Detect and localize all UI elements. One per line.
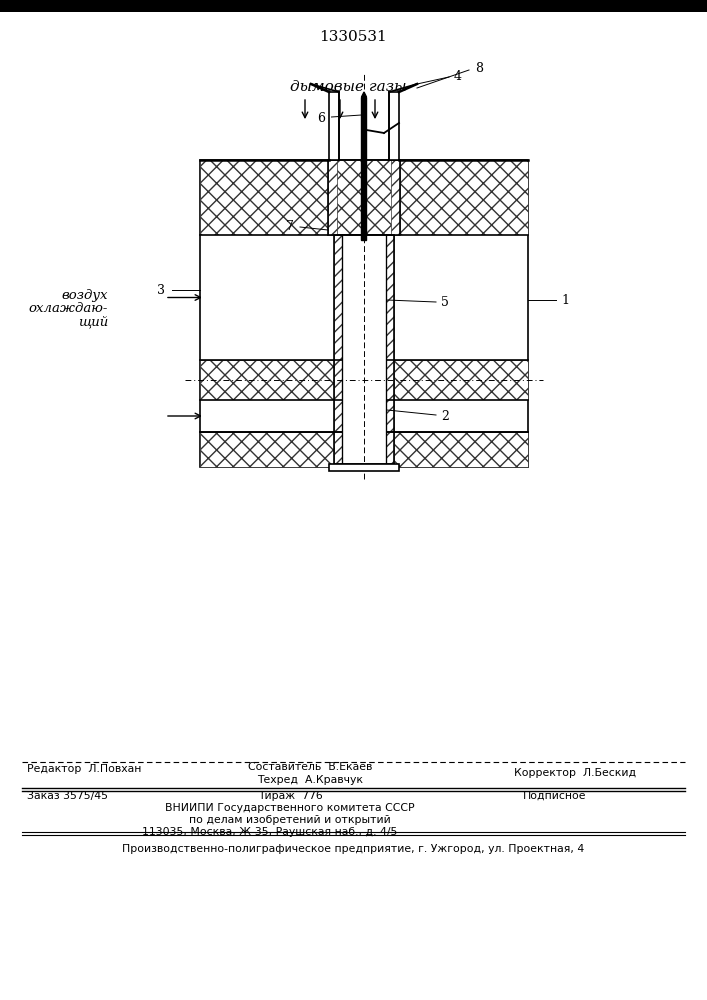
Bar	[329, 92, 339, 160]
Bar	[0, 0, 707, 12]
Text: 6: 6	[317, 111, 325, 124]
Text: дымовые газы: дымовые газы	[290, 80, 407, 94]
Text: 8: 8	[475, 62, 483, 76]
Bar	[200, 432, 528, 467]
Bar	[200, 160, 528, 235]
Bar	[334, 235, 342, 464]
Text: 4: 4	[454, 70, 462, 84]
Text: 3: 3	[157, 284, 165, 296]
Text: Корректор  Л.Бескид: Корректор Л.Бескид	[514, 768, 636, 778]
Polygon shape	[361, 92, 366, 97]
Bar	[328, 160, 400, 235]
Text: воздух: воздух	[62, 290, 108, 302]
Text: Техред  А.Кравчук: Техред А.Кравчук	[257, 775, 363, 785]
Text: 5: 5	[441, 296, 449, 310]
Bar	[342, 235, 386, 464]
Bar	[201, 235, 527, 360]
Text: щий: щий	[78, 316, 108, 328]
Text: Подписное: Подписное	[523, 791, 587, 801]
Bar	[391, 160, 400, 235]
Text: Тираж  776: Тираж 776	[257, 791, 322, 801]
Bar	[361, 97, 366, 240]
Text: 7: 7	[286, 221, 294, 233]
Text: 1: 1	[561, 294, 569, 306]
Bar	[334, 235, 394, 464]
Bar	[389, 92, 399, 160]
Bar	[200, 360, 528, 400]
Bar	[386, 235, 394, 464]
Text: 2: 2	[441, 410, 449, 422]
Text: Производственно-полиграфическое предприятие, г. Ужгород, ул. Проектная, 4: Производственно-полиграфическое предприя…	[122, 844, 584, 854]
Text: Заказ 3575/45: Заказ 3575/45	[27, 791, 108, 801]
Bar	[201, 400, 527, 432]
Text: Составитель  В.Екаев: Составитель В.Екаев	[248, 762, 372, 772]
Text: 113035, Москва, Ж-35, Раушская наб., д. 4/5: 113035, Москва, Ж-35, Раушская наб., д. …	[142, 827, 397, 837]
Text: охлаждаю-: охлаждаю-	[28, 302, 108, 316]
Text: ВНИИПИ Государственного комитета СССР: ВНИИПИ Государственного комитета СССР	[165, 803, 415, 813]
Bar	[328, 160, 337, 235]
Text: по делам изобретений и открытий: по делам изобретений и открытий	[189, 815, 391, 825]
Text: Редактор  Л.Повхан: Редактор Л.Повхан	[27, 764, 141, 774]
Bar	[200, 160, 528, 467]
Text: 1330531: 1330531	[319, 30, 387, 44]
Bar	[329, 464, 399, 471]
